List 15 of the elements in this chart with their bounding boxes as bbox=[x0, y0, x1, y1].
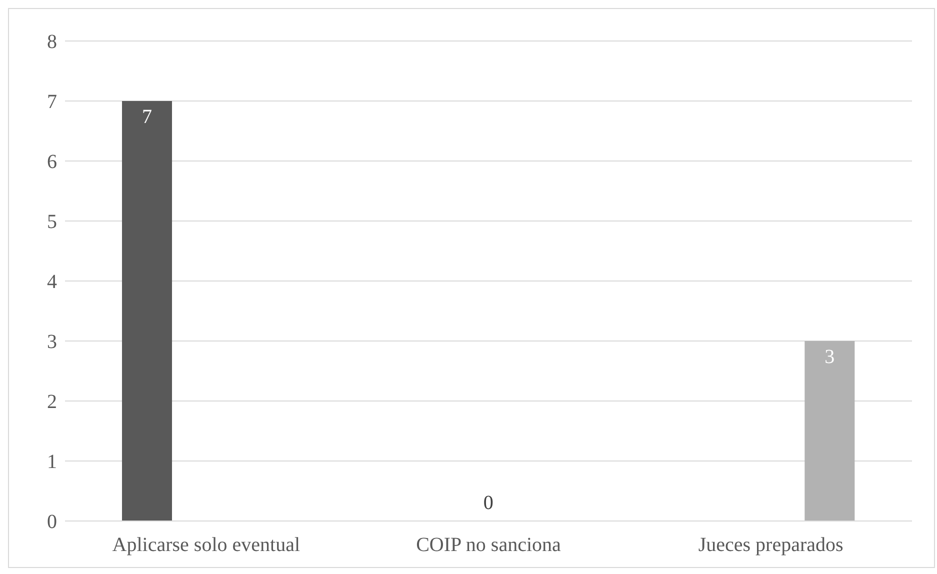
y-tick-label: 0 bbox=[47, 511, 57, 534]
x-tick-label: Aplicarse solo eventual bbox=[112, 534, 300, 556]
data-label: 3 bbox=[824, 346, 835, 368]
y-tick-label: 3 bbox=[47, 331, 57, 354]
y-tick-label: 7 bbox=[47, 91, 57, 114]
y-tick-label: 5 bbox=[47, 211, 57, 234]
y-tick-label: 6 bbox=[47, 151, 57, 174]
x-tick-label: COIP no sanciona bbox=[416, 534, 562, 556]
y-tick-label: 1 bbox=[47, 451, 57, 474]
x-tick-label: Jueces preparados bbox=[698, 534, 844, 556]
y-tick-label: 8 bbox=[47, 31, 57, 54]
y-tick-label: 2 bbox=[47, 391, 57, 414]
y-tick-label: 4 bbox=[47, 271, 57, 294]
data-label: 0 bbox=[483, 492, 494, 514]
data-label: 7 bbox=[142, 106, 152, 128]
